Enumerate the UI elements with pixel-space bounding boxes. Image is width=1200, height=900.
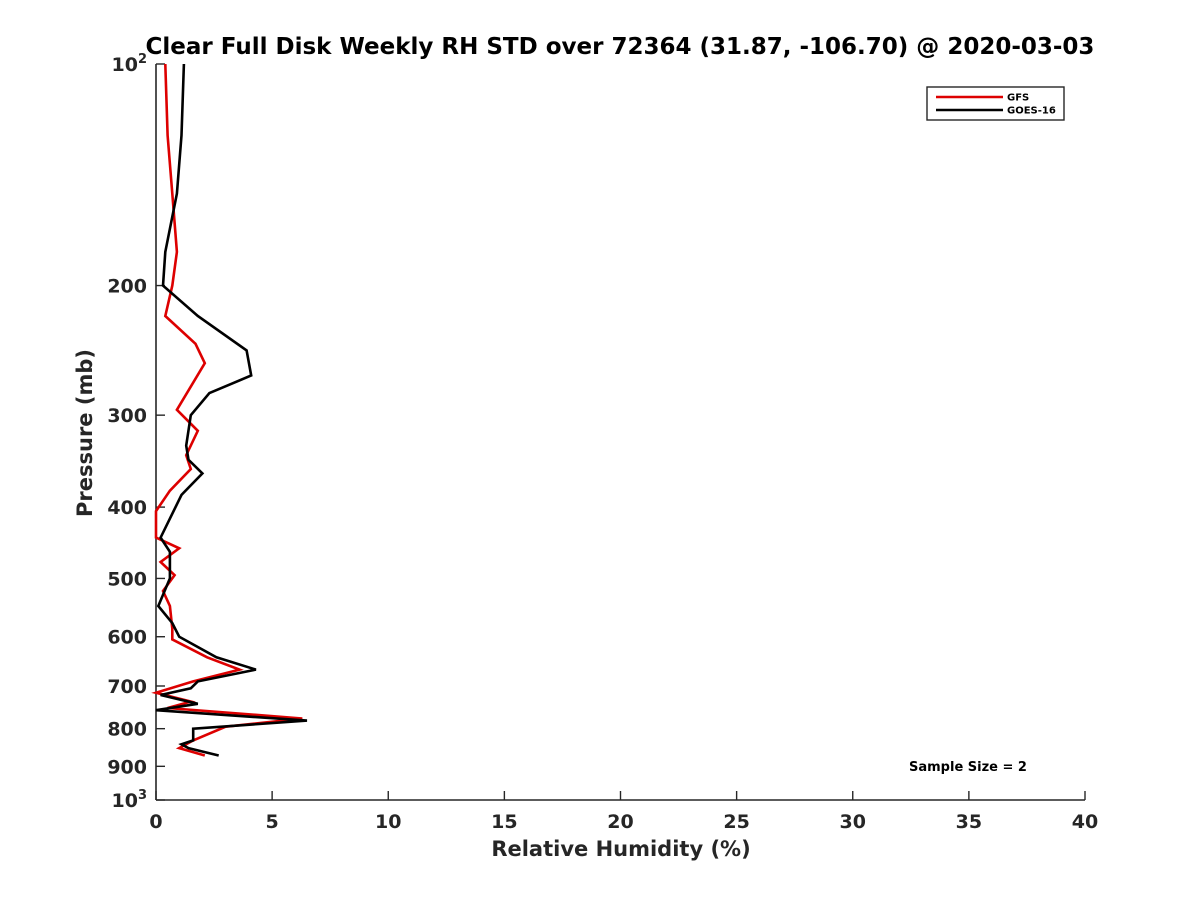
y-tick-label: 700 <box>107 676 147 698</box>
x-tick-label: 10 <box>375 811 401 833</box>
legend-box <box>926 86 1065 121</box>
x-tick-label: 35 <box>956 811 982 833</box>
y-tick-label: 500 <box>107 568 147 590</box>
x-tick-label: 0 <box>149 811 162 833</box>
legend-entry-label: GOES-16 <box>1007 106 1056 117</box>
y-tick-label: 103 <box>112 788 148 812</box>
x-tick-label: 30 <box>840 811 866 833</box>
x-tick-label: 20 <box>607 811 633 833</box>
y-tick-label: 200 <box>107 276 147 298</box>
x-tick-label: 15 <box>491 811 517 833</box>
y-tick-label: 800 <box>107 719 147 741</box>
series-line-goes-16 <box>155 63 308 757</box>
x-tick-label: 25 <box>723 811 749 833</box>
x-tick-label: 5 <box>266 811 279 833</box>
series-layer <box>151 63 308 757</box>
y-tick-label: 300 <box>107 405 147 427</box>
x-axis-label: Relative Humidity (%) <box>491 837 750 861</box>
legend-entry-label: GFS <box>1007 93 1029 104</box>
x-tick-label: 40 <box>1072 811 1098 833</box>
y-tick-label: 400 <box>107 497 147 519</box>
y-tick-label: 600 <box>107 627 147 649</box>
y-tick-label: 900 <box>107 756 147 778</box>
y-tick-label: 102 <box>112 52 148 76</box>
series-line-gfs <box>151 63 303 757</box>
sample-size-annotation: Sample Size = 2 <box>909 760 1027 775</box>
legend: GFS GOES-16 <box>926 86 1065 121</box>
chart-title: Clear Full Disk Weekly RH STD over 72364… <box>146 34 1095 60</box>
y-axis-label: Pressure (mb) <box>73 349 97 517</box>
axes: 0 5 10 15 20 25 30 35 40 102 200 300 400 500 600 700 800… <box>107 52 1098 833</box>
